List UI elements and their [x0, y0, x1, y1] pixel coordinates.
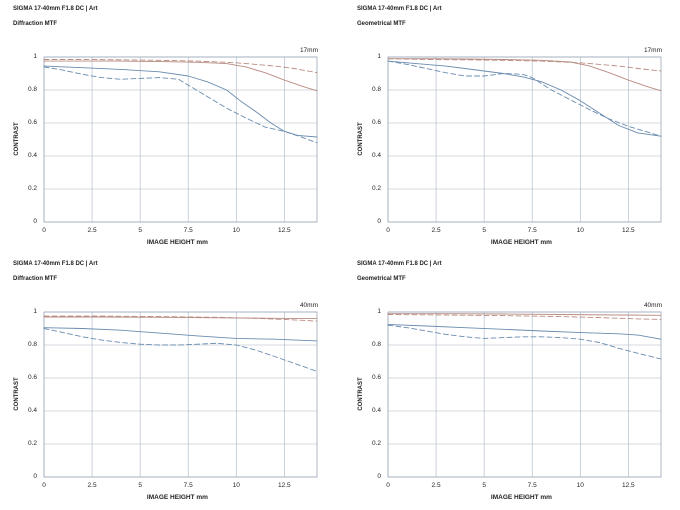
plot-area [43, 311, 318, 478]
y-axis-label: CONTRAST [358, 121, 364, 156]
x-tick-label: 5 [138, 482, 142, 489]
x-tick-label: 10 [576, 482, 584, 489]
x-tick-label: 7.5 [527, 227, 537, 234]
series-line-1 [43, 316, 318, 320]
series-line-4 [43, 66, 318, 144]
x-tick-label: 12.5 [277, 227, 291, 234]
chart-subtitle: Geometrical MTF [357, 276, 406, 282]
x-tick-label: 7.5 [527, 482, 537, 489]
y-tick-label: 0 [33, 473, 37, 480]
y-tick-label: 0.4 [27, 407, 37, 414]
x-tick-label: 10 [576, 227, 584, 234]
x-tick-label: 2.5 [87, 227, 97, 234]
mtf-chart-2: SIGMA 17-40mm F1.8 DC | Art Geometrical M… [344, 0, 680, 255]
mtf-chart-3: SIGMA 17-40mm F1.8 DC | Art Diffraction M… [0, 255, 340, 510]
plot-frame [387, 56, 662, 223]
y-tick-label: 0 [377, 218, 381, 225]
focal-length-label: 17mm [299, 47, 318, 54]
chart-subtitle: Diffraction MTF [13, 21, 57, 27]
y-tick-label: 0.8 [27, 86, 37, 93]
plot-frame [43, 56, 318, 223]
x-axis-label: IMAGE HEIGHT mm [490, 239, 552, 246]
y-tick-label: 0 [377, 473, 381, 480]
series-line-3 [387, 323, 662, 340]
y-tick-label: 0.6 [27, 374, 37, 381]
plot-frame [43, 311, 318, 478]
y-tick-label: 0.2 [371, 185, 381, 192]
x-tick-label: 12.5 [277, 482, 291, 489]
series-line-3 [43, 327, 318, 342]
x-tick-label: 2.5 [431, 227, 441, 234]
series-line-2 [387, 314, 662, 320]
x-axis-label: IMAGE HEIGHT mm [146, 239, 208, 246]
series-line-2 [43, 315, 318, 322]
y-axis-label: CONTRAST [14, 376, 20, 411]
x-tick-label: 0 [42, 482, 46, 489]
y-tick-label: 1 [377, 53, 381, 60]
y-tick-label: 0.6 [27, 119, 37, 126]
chart-subtitle: Geometrical MTF [357, 21, 406, 27]
chart-title: SIGMA 17-40mm F1.8 DC | Art [13, 261, 98, 267]
x-tick-label: 5 [482, 227, 486, 234]
y-tick-label: 0.2 [27, 440, 37, 447]
x-tick-label: 0 [386, 227, 390, 234]
y-tick-label: 0.4 [371, 152, 381, 159]
y-tick-label: 1 [33, 308, 37, 315]
series-line-2 [43, 59, 318, 74]
x-axis-label: IMAGE HEIGHT mm [490, 494, 552, 501]
series-line-4 [43, 328, 318, 372]
y-tick-label: 0.8 [371, 86, 381, 93]
y-tick-label: 0.8 [371, 341, 381, 348]
y-tick-label: 0.2 [27, 185, 37, 192]
x-tick-label: 7.5 [183, 227, 193, 234]
series-line-1 [387, 58, 662, 92]
x-tick-label: 0 [42, 227, 46, 234]
series-line-3 [387, 60, 662, 137]
x-tick-label: 7.5 [183, 482, 193, 489]
y-tick-label: 0.6 [371, 119, 381, 126]
chart-subtitle: Diffraction MTF [13, 276, 57, 282]
x-tick-label: 5 [138, 227, 142, 234]
mtf-chart-1: SIGMA 17-40mm F1.8 DC | Art Diffraction M… [0, 0, 340, 255]
plot-area [387, 56, 662, 223]
focal-length-label: 40mm [299, 302, 318, 309]
chart-title: SIGMA 17-40mm F1.8 DC | Art [357, 261, 442, 267]
x-tick-label: 5 [482, 482, 486, 489]
x-tick-label: 10 [232, 227, 240, 234]
y-tick-label: 1 [377, 308, 381, 315]
series-line-4 [387, 60, 662, 137]
focal-length-label: 17mm [643, 47, 662, 54]
x-tick-label: 2.5 [431, 482, 441, 489]
series-line-3 [43, 65, 318, 138]
series-line-2 [387, 58, 662, 72]
plot-frame [387, 311, 662, 478]
y-axis-label: CONTRAST [14, 121, 20, 156]
y-tick-label: 0.4 [27, 152, 37, 159]
x-axis-label: IMAGE HEIGHT mm [146, 494, 208, 501]
y-axis-label: CONTRAST [358, 376, 364, 411]
y-tick-label: 0.8 [27, 341, 37, 348]
y-tick-label: 0.2 [371, 440, 381, 447]
x-tick-label: 0 [386, 482, 390, 489]
y-tick-label: 0.4 [371, 407, 381, 414]
plot-area [387, 311, 662, 478]
mtf-chart-4: SIGMA 17-40mm F1.8 DC | Art Geometrical M… [344, 255, 680, 510]
series-line-4 [387, 324, 662, 360]
x-tick-label: 2.5 [87, 482, 97, 489]
chart-title: SIGMA 17-40mm F1.8 DC | Art [13, 6, 98, 12]
y-tick-label: 0 [33, 218, 37, 225]
x-tick-label: 10 [232, 482, 240, 489]
y-tick-label: 0.6 [371, 374, 381, 381]
chart-title: SIGMA 17-40mm F1.8 DC | Art [357, 6, 442, 12]
x-tick-label: 12.5 [621, 227, 635, 234]
focal-length-label: 40mm [643, 302, 662, 309]
series-line-1 [387, 313, 662, 316]
series-line-1 [43, 60, 318, 92]
plot-area [43, 56, 318, 223]
y-tick-label: 1 [33, 53, 37, 60]
x-tick-label: 12.5 [621, 482, 635, 489]
